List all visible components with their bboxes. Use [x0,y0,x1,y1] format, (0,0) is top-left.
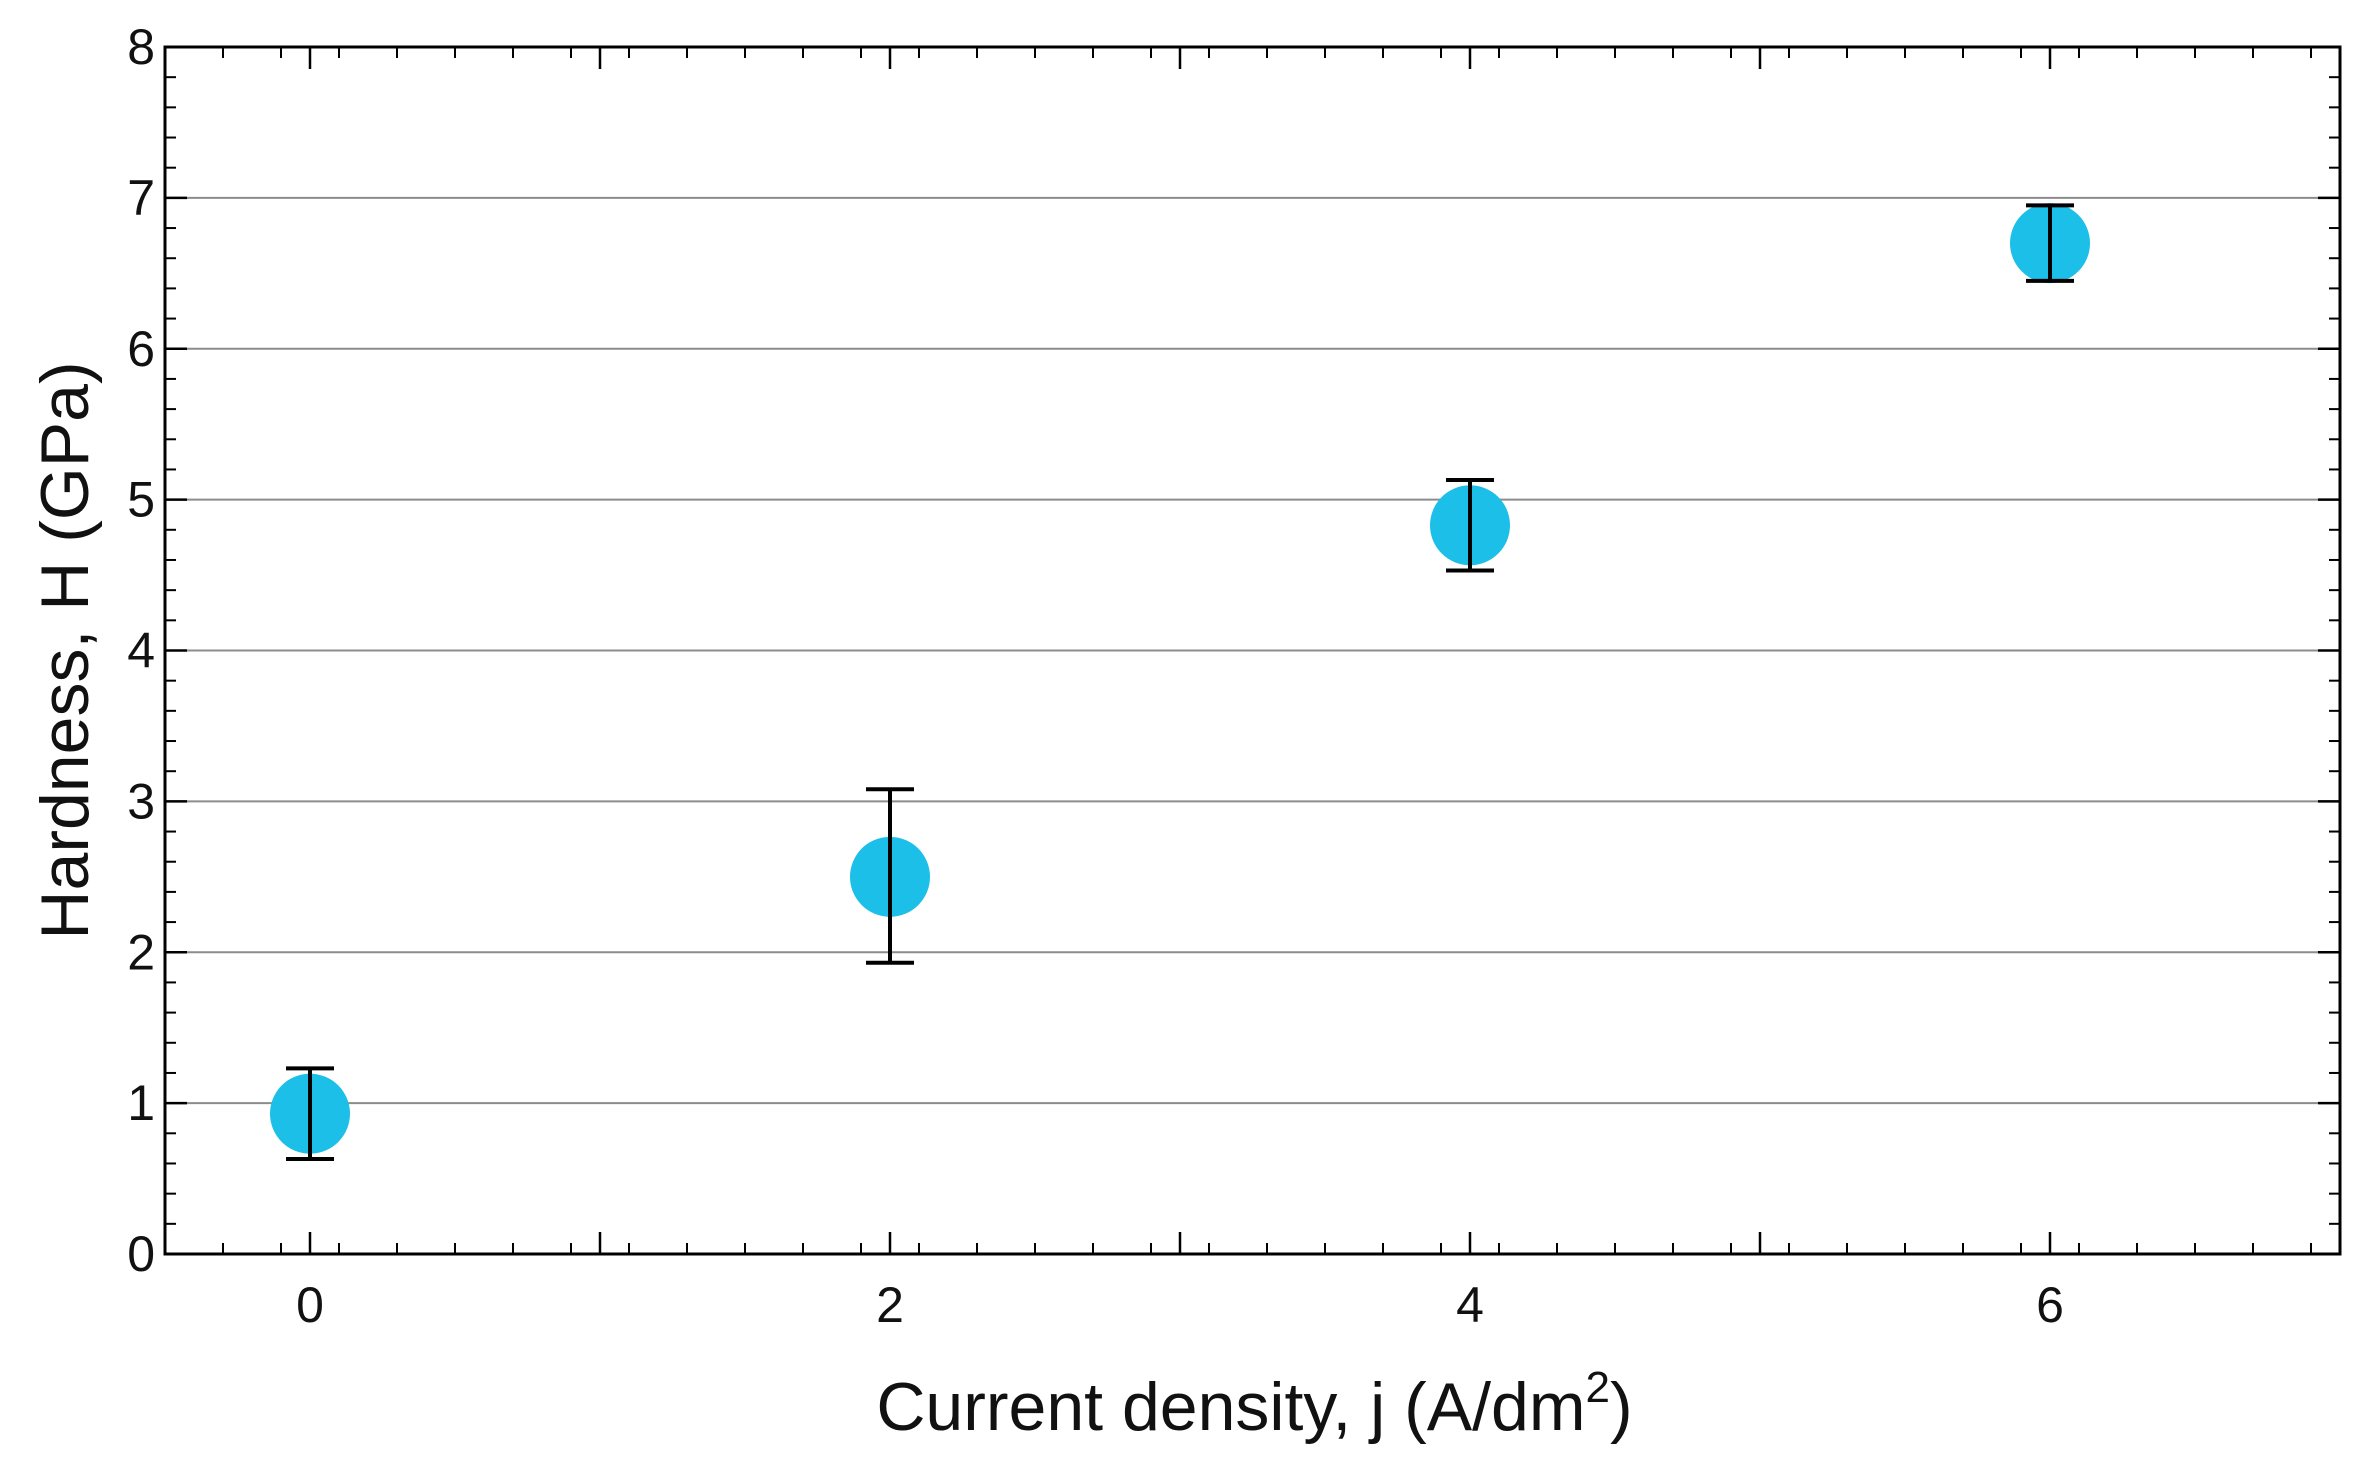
y-tick-label: 5 [127,472,155,528]
x-tick-label: 0 [296,1277,324,1333]
x-tick-label: 2 [876,1277,904,1333]
x-axis-title: Current density, j (A/dm2) [876,1363,1632,1445]
y-tick-labels: 0 1 2 3 4 5 6 7 8 [127,19,155,1282]
grid-lines [165,196,2340,1105]
x-tick-label: 6 [2036,1277,2064,1333]
y-tick-label: 8 [127,19,155,75]
y-tick-label: 1 [127,1075,155,1131]
y-tick-label: 3 [127,773,155,829]
y-tick-label: 2 [127,924,155,980]
error-bars [286,203,2074,1161]
x-tick-labels: 0 2 4 6 [296,1277,2064,1333]
x-axis-title-main: Current density, j (A/dm [876,1369,1585,1445]
y-tick-label: 7 [127,170,155,226]
x-axis-title-superscript: 2 [1586,1363,1610,1412]
x-tick-label: 4 [1456,1277,1484,1333]
y-tick-label: 4 [127,623,155,679]
x-axis-title-suffix: ) [1610,1369,1633,1445]
y-tick-label: 6 [127,321,155,377]
y-axis-title: Hardness, H (GPa) [27,361,103,939]
plot-frame [163,45,2342,1256]
axis-ticks [165,45,2340,1256]
y-tick-label: 0 [127,1226,155,1282]
